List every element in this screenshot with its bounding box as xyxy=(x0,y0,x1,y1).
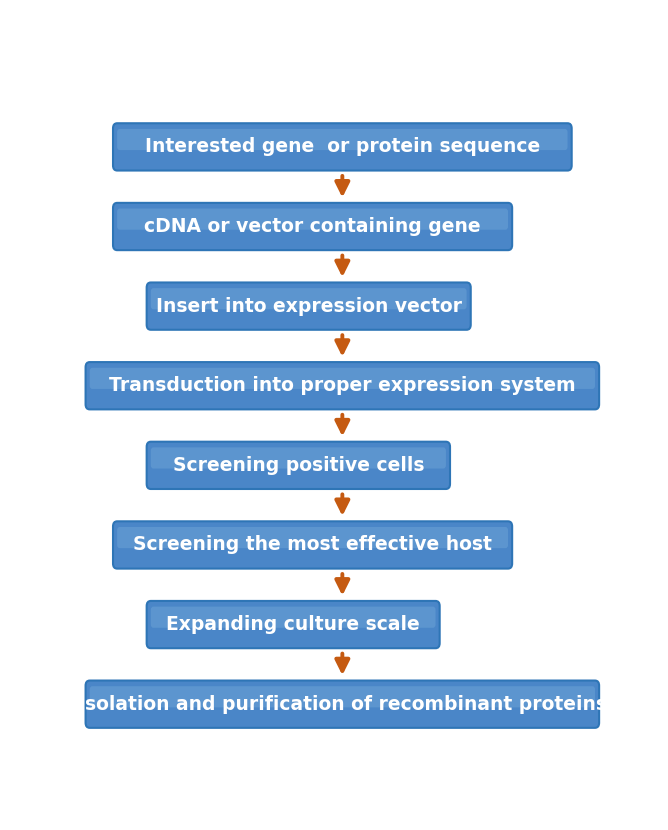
Text: cDNA or vector containing gene: cDNA or vector containing gene xyxy=(144,217,481,236)
FancyBboxPatch shape xyxy=(86,681,599,728)
FancyBboxPatch shape xyxy=(147,601,440,648)
FancyBboxPatch shape xyxy=(147,442,450,489)
FancyBboxPatch shape xyxy=(117,208,508,230)
FancyBboxPatch shape xyxy=(151,447,446,469)
Text: Interested gene  or protein sequence: Interested gene or protein sequence xyxy=(145,138,540,156)
FancyBboxPatch shape xyxy=(113,521,512,569)
FancyBboxPatch shape xyxy=(113,203,512,250)
FancyBboxPatch shape xyxy=(86,362,599,409)
FancyBboxPatch shape xyxy=(113,123,572,170)
Text: Expanding culture scale: Expanding culture scale xyxy=(166,615,420,634)
Text: Isolation and purification of recombinant proteins: Isolation and purification of recombinan… xyxy=(78,695,607,714)
FancyBboxPatch shape xyxy=(117,129,568,150)
Text: Insert into expression vector: Insert into expression vector xyxy=(156,296,462,315)
Text: Transduction into proper expression system: Transduction into proper expression syst… xyxy=(109,376,576,395)
Text: Screening the most effective host: Screening the most effective host xyxy=(133,535,492,554)
FancyBboxPatch shape xyxy=(117,527,508,548)
FancyBboxPatch shape xyxy=(90,368,595,389)
Text: Screening positive cells: Screening positive cells xyxy=(172,456,424,475)
FancyBboxPatch shape xyxy=(90,686,595,707)
FancyBboxPatch shape xyxy=(151,607,436,627)
FancyBboxPatch shape xyxy=(147,282,471,330)
FancyBboxPatch shape xyxy=(151,288,466,310)
